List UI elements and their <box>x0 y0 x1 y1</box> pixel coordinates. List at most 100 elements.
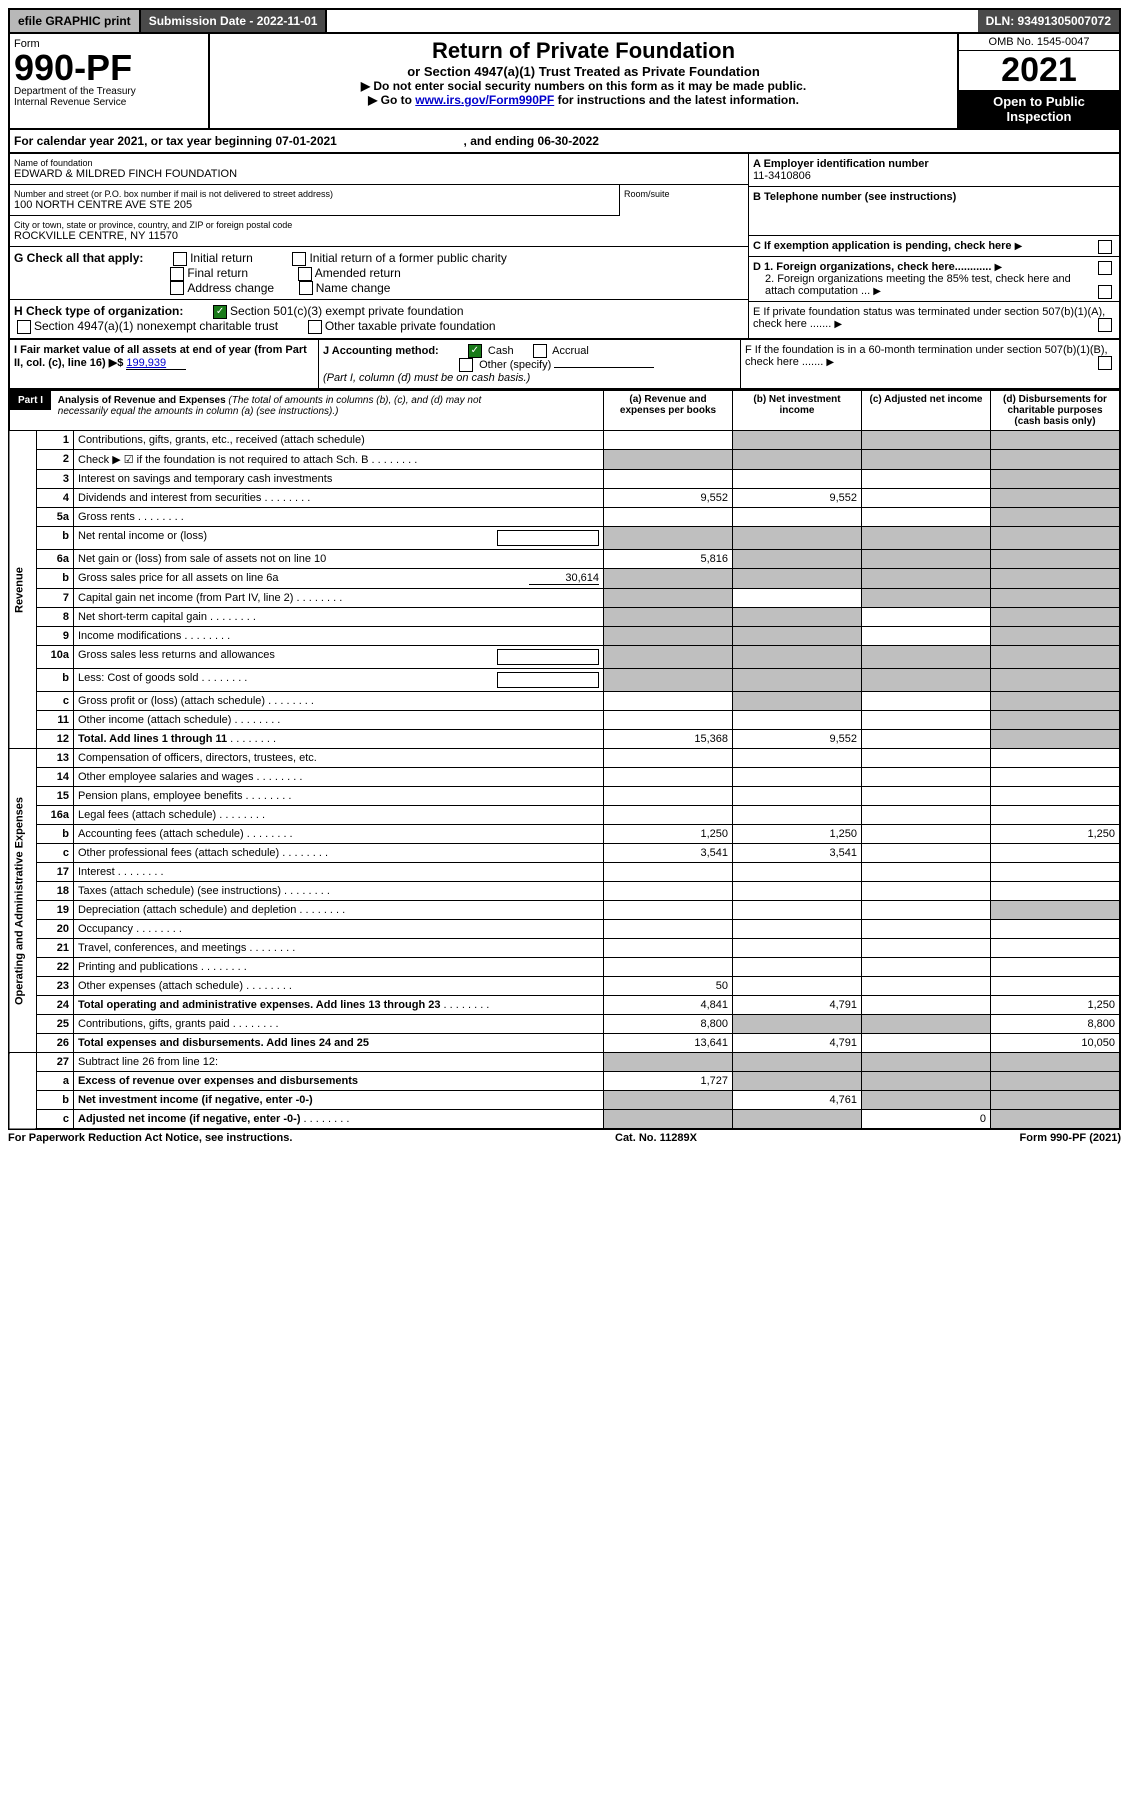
row-number: 10a <box>37 646 74 669</box>
data-cell <box>604 958 733 977</box>
info-grid: Name of foundation EDWARD & MILDRED FINC… <box>8 154 1121 340</box>
cb-cash[interactable] <box>468 344 482 358</box>
data-cell <box>862 550 991 569</box>
data-cell: 9,552 <box>733 730 862 749</box>
data-cell <box>991 508 1121 527</box>
data-cell <box>733 1053 862 1072</box>
i-value[interactable]: 199,939 <box>126 357 186 370</box>
data-cell <box>733 958 862 977</box>
data-cell <box>991 958 1121 977</box>
data-cell <box>733 608 862 627</box>
data-cell <box>604 863 733 882</box>
row-label: Net rental income or (loss) <box>74 527 604 550</box>
data-cell <box>991 1091 1121 1110</box>
sidelabel: Revenue <box>9 431 37 749</box>
table-row: bGross sales price for all assets on lin… <box>9 569 1120 589</box>
row-label: Subtract line 26 from line 12: <box>74 1053 604 1072</box>
j-note: (Part I, column (d) must be on cash basi… <box>323 372 530 384</box>
city-label: City or town, state or province, country… <box>14 220 744 230</box>
table-row: 19Depreciation (attach schedule) and dep… <box>9 901 1120 920</box>
cb-f[interactable] <box>1098 356 1112 370</box>
cb-d1[interactable] <box>1098 261 1112 275</box>
form990pf-link[interactable]: www.irs.gov/Form990PF <box>415 93 554 107</box>
cb-final[interactable] <box>170 267 184 281</box>
data-cell <box>991 450 1121 470</box>
h-opt3: Other taxable private foundation <box>325 319 496 333</box>
data-cell <box>991 569 1121 589</box>
row-label: Travel, conferences, and meetings . . . … <box>74 939 604 958</box>
row-number: 9 <box>37 627 74 646</box>
data-cell <box>733 939 862 958</box>
data-cell <box>604 692 733 711</box>
cb-4947[interactable] <box>17 320 31 334</box>
data-cell <box>604 711 733 730</box>
cb-other-method[interactable] <box>459 358 473 372</box>
data-cell <box>733 470 862 489</box>
row-number: b <box>37 1091 74 1110</box>
info-left: Name of foundation EDWARD & MILDRED FINC… <box>10 154 748 338</box>
row-label: Gross profit or (loss) (attach schedule)… <box>74 692 604 711</box>
j-cash: Cash <box>488 345 514 357</box>
table-row: bNet rental income or (loss) <box>9 527 1120 550</box>
cb-amended[interactable] <box>298 267 312 281</box>
data-cell <box>733 550 862 569</box>
e-label: E If private foundation status was termi… <box>753 306 1105 330</box>
data-cell <box>862 844 991 863</box>
row-number: 19 <box>37 901 74 920</box>
data-cell: 9,552 <box>733 489 862 508</box>
g-label: G Check all that apply: <box>14 251 143 265</box>
data-cell <box>862 996 991 1015</box>
data-cell <box>991 1072 1121 1091</box>
cal-begin: 07-01-2021 <box>275 134 336 148</box>
data-cell: 50 <box>604 977 733 996</box>
data-cell <box>733 977 862 996</box>
row-label: Legal fees (attach schedule) . . . . . .… <box>74 806 604 825</box>
cb-namechange[interactable] <box>299 281 313 295</box>
cb-e[interactable] <box>1098 318 1112 332</box>
g-namechange: Name change <box>316 281 391 295</box>
footer-form: 990-PF <box>1050 1132 1086 1144</box>
data-cell <box>991 787 1121 806</box>
data-cell <box>733 569 862 589</box>
cb-c[interactable] <box>1098 240 1112 254</box>
row-label: Net short-term capital gain . . . . . . … <box>74 608 604 627</box>
data-cell: 8,800 <box>604 1015 733 1034</box>
data-cell <box>862 787 991 806</box>
cb-address[interactable] <box>170 281 184 295</box>
row-label: Net investment income (if negative, ente… <box>74 1091 604 1110</box>
row-number: 21 <box>37 939 74 958</box>
phone-cell: B Telephone number (see instructions) <box>749 187 1119 236</box>
row-label: Compensation of officers, directors, tru… <box>74 749 604 768</box>
data-cell: 3,541 <box>604 844 733 863</box>
cb-initial-former[interactable] <box>292 252 306 266</box>
data-cell <box>862 711 991 730</box>
cb-d2[interactable] <box>1098 285 1112 299</box>
j-label: J Accounting method: <box>323 345 439 357</box>
footer: For Paperwork Reduction Act Notice, see … <box>8 1132 1121 1144</box>
data-cell <box>733 901 862 920</box>
data-cell <box>862 669 991 692</box>
data-cell <box>991 768 1121 787</box>
row-label: Interest . . . . . . . . <box>74 863 604 882</box>
cb-other-tax[interactable] <box>308 320 322 334</box>
data-cell: 1,727 <box>604 1072 733 1091</box>
data-cell <box>991 646 1121 669</box>
cal-pre: For calendar year 2021, or tax year begi… <box>14 134 275 148</box>
data-cell <box>991 730 1121 749</box>
row-number: 16a <box>37 806 74 825</box>
cb-accrual[interactable] <box>533 344 547 358</box>
footer-right: Form 990-PF (2021) <box>1020 1132 1122 1144</box>
data-cell <box>862 589 991 608</box>
cal-end: 06-30-2022 <box>538 134 599 148</box>
data-cell <box>991 901 1121 920</box>
row-label: Contributions, gifts, grants, etc., rece… <box>74 431 604 450</box>
cb-501c3[interactable] <box>213 305 227 319</box>
data-cell <box>604 939 733 958</box>
arrow-icon <box>1015 240 1023 252</box>
table-row: 26Total expenses and disbursements. Add … <box>9 1034 1120 1053</box>
data-cell <box>604 669 733 692</box>
data-cell <box>862 692 991 711</box>
cb-initial[interactable] <box>173 252 187 266</box>
data-cell: 4,761 <box>733 1091 862 1110</box>
data-cell <box>991 920 1121 939</box>
